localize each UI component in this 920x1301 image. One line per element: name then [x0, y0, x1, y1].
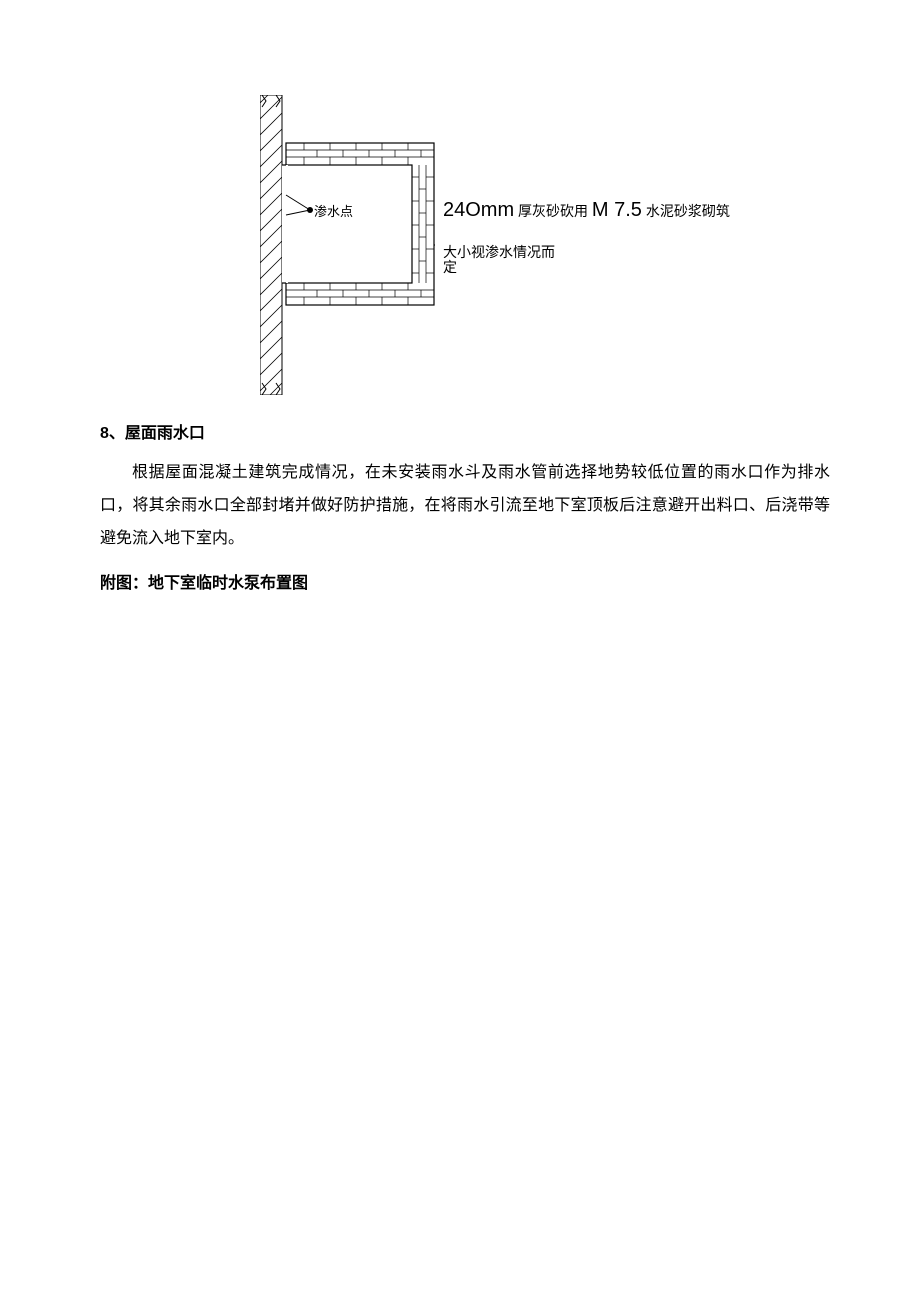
- annot-big1: 24Omm: [443, 199, 514, 221]
- annot2-l2: 定: [443, 261, 457, 276]
- diagram-svg: [260, 95, 435, 395]
- brick-u-structure: [282, 143, 434, 305]
- section-8-heading: 8、屋面雨水口: [100, 419, 830, 443]
- wall-hatch: [260, 95, 282, 395]
- seepage-point-label: 渗水点: [314, 201, 353, 220]
- annot-big2: M 7.5: [592, 199, 642, 221]
- section-8-paragraph: 根据屋面混凝土建筑完成情况，在未安装雨水斗及雨水管前选择地势较低位置的雨水口作为…: [100, 457, 830, 555]
- annot2-l1: 大小视渗水情况而: [443, 246, 555, 261]
- annot-small1: 厚灰砂砍用: [514, 203, 592, 219]
- diagram-annotations: 24Omm 厚灰砂砍用 M 7.5 水泥砂浆砌筑 大小视渗水情况而 定: [443, 199, 730, 277]
- annot-small2: 水泥砂浆砌筑: [642, 203, 730, 219]
- attachment-heading: 附图：地下室临时水泵布置图: [100, 569, 830, 593]
- wall-seepage-diagram: 渗水点: [260, 95, 435, 395]
- size-note-annotation: 大小视渗水情况而 定: [443, 246, 730, 277]
- diagram-row: 渗水点 24Omm 厚灰砂砍用 M 7.5 水泥砂浆砌筑 大小视渗水情况而 定: [260, 95, 830, 395]
- brick-spec-annotation: 24Omm 厚灰砂砍用 M 7.5 水泥砂浆砌筑: [443, 199, 730, 222]
